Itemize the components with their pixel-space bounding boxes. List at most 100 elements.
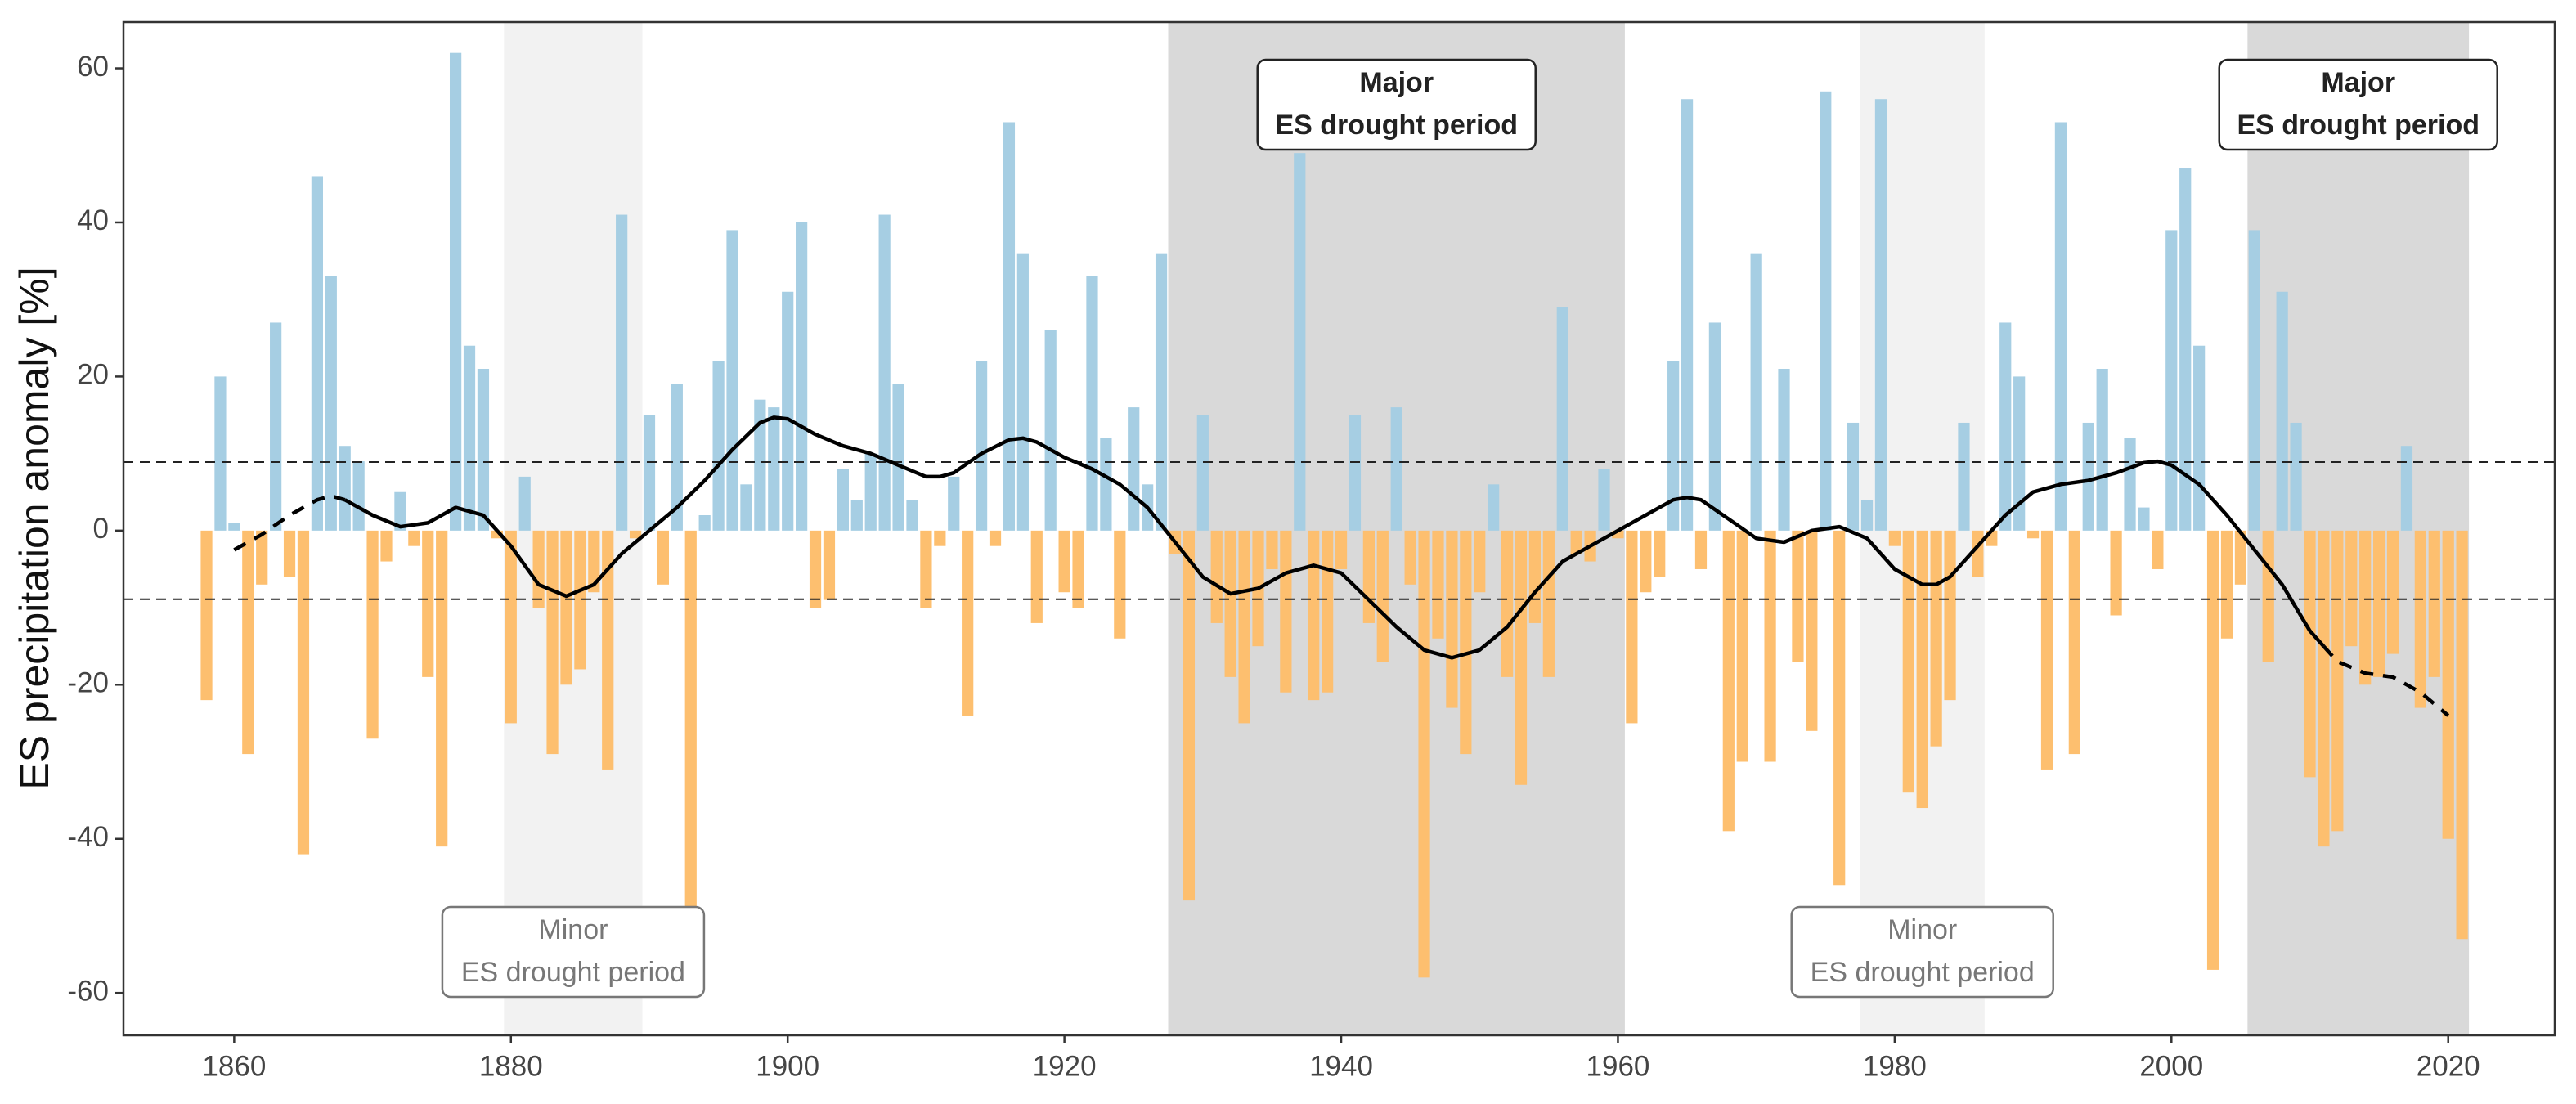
bar bbox=[1860, 500, 1874, 531]
bar bbox=[948, 476, 960, 531]
bar bbox=[2040, 530, 2053, 770]
x-tick-label: 2020 bbox=[2417, 1050, 2480, 1082]
bar bbox=[1196, 415, 1209, 531]
bar bbox=[1155, 253, 1168, 531]
bar bbox=[1376, 530, 1389, 662]
bar bbox=[1058, 530, 1070, 593]
bar bbox=[726, 230, 738, 531]
bar bbox=[1224, 530, 1236, 677]
bar bbox=[684, 530, 697, 916]
bar bbox=[906, 500, 918, 531]
bar bbox=[2304, 530, 2316, 778]
bar bbox=[754, 399, 766, 531]
bar bbox=[975, 361, 988, 531]
bar bbox=[1999, 322, 2012, 531]
bar bbox=[1722, 530, 1735, 832]
bar bbox=[1944, 530, 1956, 701]
smoothed-line bbox=[2322, 644, 2450, 717]
bar bbox=[477, 368, 490, 531]
bar bbox=[214, 376, 227, 531]
bar bbox=[311, 176, 323, 531]
bar bbox=[1640, 530, 1652, 593]
bar bbox=[1792, 530, 1804, 662]
y-tick-label: 60 bbox=[77, 51, 109, 83]
bar bbox=[1003, 122, 1016, 531]
bar bbox=[1874, 99, 1887, 531]
bar bbox=[2442, 530, 2454, 839]
bar bbox=[698, 515, 711, 531]
bar bbox=[2276, 291, 2288, 531]
period-label-box bbox=[441, 905, 706, 999]
bar bbox=[1598, 469, 1610, 531]
bar bbox=[1681, 99, 1694, 531]
bar bbox=[2400, 446, 2413, 531]
bar bbox=[2428, 530, 2440, 677]
bar bbox=[532, 530, 545, 608]
bar bbox=[2082, 422, 2094, 531]
bar bbox=[1100, 438, 1112, 531]
bar bbox=[2110, 530, 2122, 616]
period-label-box bbox=[1256, 58, 1537, 151]
bar bbox=[1570, 530, 1582, 554]
bar bbox=[449, 52, 462, 531]
bar bbox=[1322, 530, 1334, 693]
bar bbox=[546, 530, 559, 755]
bar bbox=[1708, 322, 1721, 531]
bar bbox=[2206, 530, 2219, 970]
bar bbox=[1626, 530, 1638, 724]
bar bbox=[518, 476, 531, 531]
x-tick-label: 1920 bbox=[1033, 1050, 1097, 1082]
bar bbox=[989, 530, 1002, 546]
bar bbox=[297, 530, 310, 855]
bar bbox=[1210, 530, 1223, 623]
bar bbox=[366, 530, 379, 739]
bar bbox=[436, 530, 448, 847]
bar bbox=[1432, 530, 1444, 639]
bar bbox=[2179, 168, 2192, 531]
bar bbox=[2165, 230, 2178, 531]
overlay-layer: Minor ES drought period Major ES drought pe… bbox=[67, 20, 2556, 1082]
bar bbox=[463, 345, 476, 531]
x-tick-label: 1880 bbox=[479, 1050, 543, 1082]
bar bbox=[408, 530, 420, 546]
period-label-box bbox=[1790, 905, 2054, 999]
bar bbox=[1294, 153, 1306, 531]
period-label: Minor bbox=[538, 914, 608, 945]
x-tick-label: 1860 bbox=[202, 1050, 266, 1082]
period-label: ES drought period bbox=[461, 957, 685, 988]
x-tick-label: 1960 bbox=[1586, 1050, 1650, 1082]
x-tick-label: 1980 bbox=[1863, 1050, 1927, 1082]
bar bbox=[2013, 376, 2026, 531]
bar bbox=[1736, 530, 1748, 762]
bar bbox=[2068, 530, 2080, 755]
bar bbox=[491, 530, 503, 539]
bar bbox=[1833, 530, 1846, 886]
bar bbox=[864, 453, 877, 531]
bar bbox=[934, 530, 946, 546]
period-label: Minor bbox=[1887, 914, 1957, 945]
bar bbox=[2220, 530, 2233, 639]
bar bbox=[1764, 530, 1776, 762]
bar bbox=[200, 530, 213, 701]
bar bbox=[1016, 253, 1029, 531]
bar bbox=[2456, 530, 2468, 940]
bar bbox=[643, 415, 656, 531]
bar bbox=[1916, 530, 1928, 809]
bar bbox=[657, 530, 670, 585]
bar bbox=[1460, 530, 1472, 755]
period-label: Major bbox=[1359, 67, 1434, 98]
bar bbox=[2414, 530, 2426, 708]
bar bbox=[270, 322, 282, 531]
bar bbox=[2386, 530, 2399, 654]
period-label: ES drought period bbox=[1275, 110, 1518, 141]
bar bbox=[1183, 530, 1196, 901]
bar bbox=[1847, 422, 1860, 531]
bar bbox=[1888, 530, 1901, 546]
y-tick-label: 20 bbox=[77, 359, 109, 391]
bar bbox=[878, 214, 891, 531]
bar bbox=[796, 222, 808, 531]
bar bbox=[1238, 530, 1250, 724]
bar bbox=[962, 530, 974, 716]
bar bbox=[1362, 530, 1375, 623]
bar bbox=[2138, 507, 2150, 531]
